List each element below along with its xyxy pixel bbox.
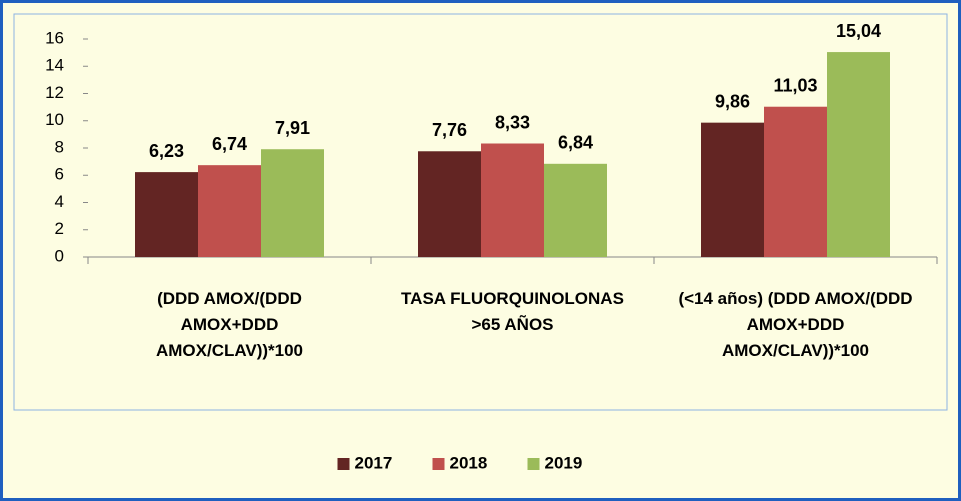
legend-swatch — [337, 458, 350, 470]
legend-label: 2018 — [450, 453, 488, 472]
value-label: 9,86 — [715, 91, 750, 111]
bar — [701, 122, 764, 257]
value-label: 15,04 — [836, 21, 881, 41]
x-tick-label: (<14 años) (DDD AMOX/(DDD AMOX+DDD AMOX/… — [678, 289, 913, 360]
value-label: 7,91 — [275, 118, 310, 138]
y-tick-label: 14 — [45, 56, 64, 75]
bar — [481, 143, 544, 257]
y-tick-label: 12 — [45, 83, 64, 102]
bar — [135, 172, 198, 257]
plot-border — [13, 13, 948, 411]
y-tick-label: 2 — [55, 219, 64, 238]
x-tick-label: (DDD AMOX/(DDD AMOX+DDD AMOX/CLAV))*100 — [155, 289, 304, 360]
y-tick-label: 10 — [45, 110, 64, 129]
value-label: 6,74 — [212, 134, 247, 154]
legend-label: 2019 — [545, 453, 583, 472]
x-tick-label: TASA FLUORQUINOLONAS >65 AÑOS — [401, 289, 624, 334]
value-label: 6,23 — [149, 141, 184, 161]
value-label: 6,84 — [558, 133, 593, 153]
value-label: 11,03 — [773, 75, 817, 95]
value-label: 7,76 — [432, 120, 467, 140]
bar — [827, 52, 890, 257]
legend-swatch — [432, 458, 445, 470]
bar — [261, 149, 324, 257]
legend-label: 2017 — [355, 453, 393, 472]
legend-swatch — [527, 458, 540, 470]
bar — [418, 151, 481, 257]
y-tick-label: 16 — [45, 28, 64, 47]
y-tick-label: 4 — [55, 192, 64, 211]
bar — [764, 106, 827, 257]
bar — [198, 165, 261, 257]
y-tick-label: 8 — [55, 137, 64, 156]
value-label: 8,33 — [495, 112, 530, 132]
y-tick-label: 6 — [55, 165, 64, 184]
bar — [544, 163, 607, 257]
y-tick-label: 0 — [55, 246, 64, 265]
